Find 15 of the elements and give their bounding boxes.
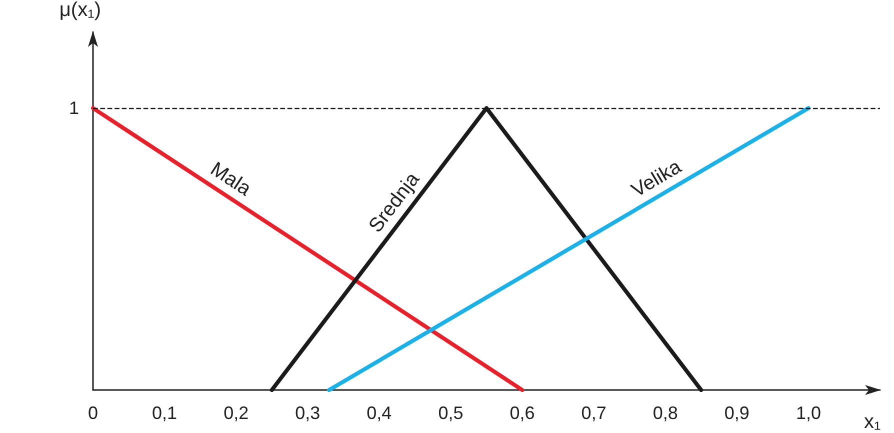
x-axis-title: x₁ [864, 411, 881, 433]
x-tick-label: 0,4 [366, 403, 392, 423]
x-tick-label: 0,1 [152, 403, 178, 423]
x-tick-label: 0,6 [510, 403, 535, 423]
y-axis-title: μ(x₁) [59, 0, 101, 21]
annotation: 1 [68, 98, 79, 118]
x-tick-label: 0,3 [295, 403, 320, 423]
x-tick-label: 0,2 [224, 403, 249, 423]
x-tick-label: 0,5 [438, 403, 464, 423]
text: Velika [628, 155, 686, 202]
x-tick-label: 0 [88, 403, 98, 423]
x-tick-label: 0,8 [652, 403, 678, 423]
x-tick-label: 1,0 [796, 403, 821, 423]
x-tick-label: 0,9 [724, 403, 750, 423]
x-tick-label: 0,7 [581, 403, 606, 423]
